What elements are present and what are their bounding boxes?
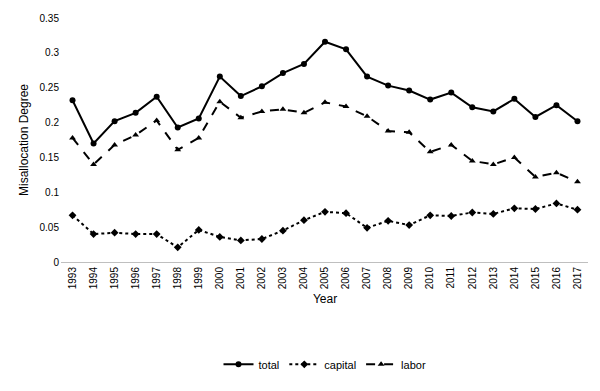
svg-text:0: 0 — [53, 257, 59, 268]
svg-text:2005: 2005 — [319, 267, 330, 290]
svg-text:0.05: 0.05 — [40, 222, 60, 233]
svg-text:2013: 2013 — [488, 267, 499, 290]
svg-text:2000: 2000 — [214, 267, 225, 290]
svg-text:1994: 1994 — [88, 267, 99, 290]
svg-text:2011: 2011 — [445, 267, 456, 289]
svg-text:2016: 2016 — [551, 267, 562, 290]
svg-text:0.25: 0.25 — [40, 82, 60, 93]
svg-text:0.2: 0.2 — [45, 117, 59, 128]
svg-text:0.35: 0.35 — [40, 13, 60, 24]
svg-text:2008: 2008 — [382, 267, 393, 290]
svg-text:2004: 2004 — [298, 267, 309, 290]
svg-text:2007: 2007 — [361, 267, 372, 290]
svg-text:capital: capital — [324, 359, 356, 371]
svg-text:0.3: 0.3 — [45, 47, 59, 58]
svg-text:1996: 1996 — [130, 267, 141, 290]
svg-text:2003: 2003 — [277, 267, 288, 290]
svg-text:0.1: 0.1 — [45, 187, 59, 198]
svg-text:2001: 2001 — [235, 267, 246, 290]
svg-text:labor: labor — [401, 359, 426, 371]
svg-text:2017: 2017 — [572, 267, 583, 290]
svg-text:0.15: 0.15 — [40, 152, 60, 163]
svg-text:2014: 2014 — [509, 267, 520, 290]
svg-text:total: total — [259, 359, 280, 371]
svg-text:2010: 2010 — [424, 267, 435, 290]
svg-text:1997: 1997 — [151, 267, 162, 290]
svg-text:Misallocation Degree: Misallocation Degree — [17, 84, 31, 196]
svg-text:1999: 1999 — [193, 267, 204, 290]
svg-text:2002: 2002 — [256, 267, 267, 290]
svg-text:1998: 1998 — [172, 267, 183, 290]
svg-text:2015: 2015 — [530, 267, 541, 290]
svg-text:1995: 1995 — [109, 267, 120, 290]
svg-text:2006: 2006 — [340, 267, 351, 290]
svg-text:2009: 2009 — [403, 267, 414, 290]
svg-text:1993: 1993 — [67, 267, 78, 290]
svg-text:2012: 2012 — [467, 267, 478, 290]
svg-text:Year: Year — [313, 292, 337, 306]
